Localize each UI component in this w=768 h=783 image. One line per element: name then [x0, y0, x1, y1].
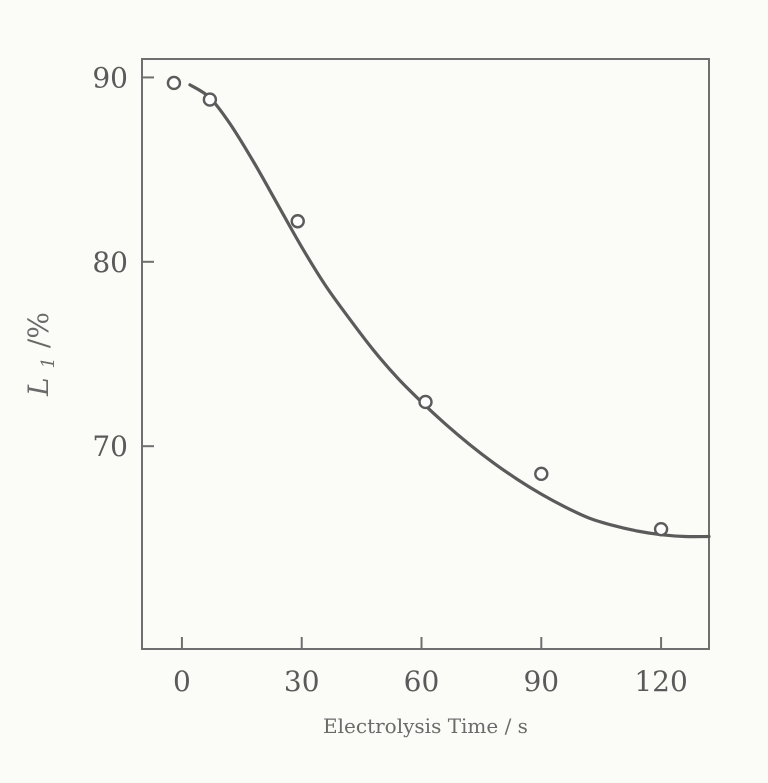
y-axis-title-suffix: /%: [22, 312, 55, 348]
y-tick-label: 70: [92, 430, 128, 463]
x-tick-label: 30: [284, 665, 320, 698]
x-tick-label: 60: [404, 665, 440, 698]
data-point-marker: [653, 521, 669, 537]
data-point-marker: [202, 92, 218, 107]
plot-frame: [141, 58, 710, 650]
tick-label-layer: 0 30 60 90 120 70 80 90: [92, 61, 687, 698]
x-tick-label: 90: [523, 665, 559, 698]
y-tick-label: 90: [92, 61, 128, 94]
y-axis-title-subscript: 1: [38, 357, 59, 368]
y-axis-title-main: L: [22, 377, 55, 397]
x-tick-label: 0: [173, 665, 191, 698]
data-point-marker: [418, 394, 433, 410]
fitted-curve-line: [188, 83, 711, 539]
x-tick-label: 120: [634, 665, 687, 698]
data-point-marker: [290, 214, 305, 229]
x-axis-title: Electrolysis Time / s: [323, 714, 528, 738]
data-point-marker: [166, 75, 182, 91]
y-axis-title: L 1 /%: [22, 312, 61, 397]
data-point-marker: [534, 466, 549, 482]
data-point-layer: [166, 75, 669, 537]
tick-layer: [142, 76, 663, 649]
y-tick-label: 80: [92, 246, 128, 279]
